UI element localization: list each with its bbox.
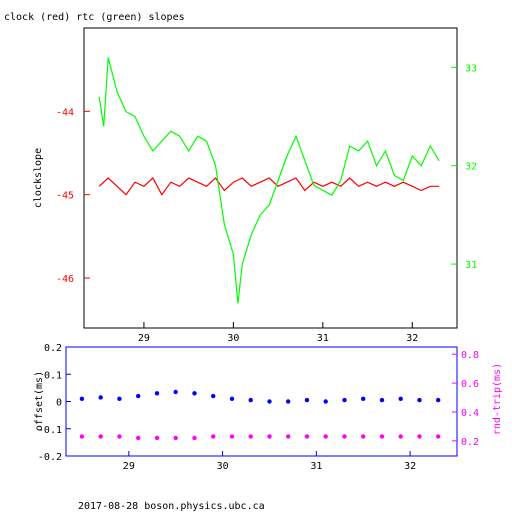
roundtrip-point xyxy=(192,435,197,441)
slope-plot-frame xyxy=(83,27,458,329)
offset-point xyxy=(211,393,216,399)
offset-point xyxy=(229,396,235,401)
roundtrip-point xyxy=(154,435,160,441)
offset-chart: 29 30 31 32 0.2 0.1 0 -0.1 -0.2 0.8 0.6 0.4 0.2 offs… xyxy=(34,343,503,472)
slope-x-tick-label: 31 xyxy=(317,333,329,344)
slope-right-tick-label: 31 xyxy=(465,260,477,271)
roundtrip-point xyxy=(286,434,291,439)
slope-left-tick-label: -44 xyxy=(56,107,74,118)
offset-point xyxy=(304,397,310,403)
roundtrip-point xyxy=(136,435,141,441)
offset-axis-ticks: 29 30 31 32 0.2 0.1 0 -0.1 -0.2 0.8 0.6 0.4 0.2 xyxy=(38,343,479,472)
offset-series-group xyxy=(79,389,441,441)
slope-axis-ticks: 29 30 31 32 -44 -45 -46 33 32 31 xyxy=(56,63,477,344)
offset-point xyxy=(154,391,160,396)
offset-left-tick-label: 0 xyxy=(56,398,62,409)
slope-left-tick-label: -45 xyxy=(56,191,74,202)
slope-right-tick-label: 32 xyxy=(465,162,477,173)
roundtrip-point xyxy=(342,434,347,439)
roundtrip-right-tick-label: 0.4 xyxy=(461,408,479,419)
offset-point xyxy=(79,396,85,401)
slope-left-tick-label: -46 xyxy=(56,274,74,285)
offset-point xyxy=(417,397,422,403)
offset-point xyxy=(323,399,328,404)
offset-point xyxy=(361,396,366,401)
slope-x-tick-label: 29 xyxy=(138,333,150,344)
slope-series-group xyxy=(98,57,440,304)
offset-point xyxy=(379,397,385,403)
roundtrip-point xyxy=(304,434,310,439)
roundtrip-right-tick-label: 0.2 xyxy=(461,437,479,448)
offset-point xyxy=(286,399,291,404)
roundtrip-point xyxy=(229,434,235,439)
offset-point xyxy=(192,391,197,396)
offset-left-tick-label: -0.2 xyxy=(38,452,62,463)
roundtrip-point xyxy=(436,434,441,439)
roundtrip-point xyxy=(323,434,328,439)
offset-x-tick-label: 29 xyxy=(123,461,135,472)
roundtrip-right-tick-label: 0.8 xyxy=(461,350,479,361)
offset-plot-frame xyxy=(65,346,458,457)
offset-y-axis-label: offset(ms) xyxy=(34,371,45,431)
roundtrip-point xyxy=(211,434,216,439)
offset-point xyxy=(436,397,441,403)
offset-point xyxy=(117,396,122,401)
slope-x-tick-label: 30 xyxy=(227,333,239,344)
clock-series-line xyxy=(98,177,440,196)
offset-point xyxy=(398,396,403,401)
roundtrip-point xyxy=(267,434,272,439)
offset-left-tick-label: -0.1 xyxy=(38,425,62,436)
rtc-series-line xyxy=(98,57,440,304)
slope-chart: 29 30 31 32 -44 -45 -46 33 32 31 clockslope xyxy=(33,27,477,344)
offset-left-tick-label: 0.2 xyxy=(44,343,62,354)
offset-point xyxy=(342,397,347,403)
offset-point xyxy=(248,397,253,403)
offset-x-tick-label: 30 xyxy=(217,461,229,472)
roundtrip-point xyxy=(417,434,422,439)
roundtrip-point xyxy=(173,435,178,441)
offset-point xyxy=(267,399,272,404)
footer-text: 2017-08-28 boson.physics.ubc.ca xyxy=(78,501,265,512)
chart-title: clock (red) rtc (green) slopes xyxy=(4,12,185,23)
slope-x-tick-label: 32 xyxy=(406,333,418,344)
roundtrip-point xyxy=(361,434,366,439)
roundtrip-point xyxy=(98,434,103,439)
offset-point xyxy=(136,393,141,399)
offset-x-tick-label: 31 xyxy=(310,461,322,472)
roundtrip-y-axis-label: rnd-trip(ms) xyxy=(492,363,503,435)
offset-x-tick-label: 32 xyxy=(404,461,416,472)
roundtrip-point xyxy=(117,434,122,439)
offset-point xyxy=(98,395,103,400)
slope-right-tick-label: 33 xyxy=(465,63,477,74)
roundtrip-point xyxy=(248,434,253,439)
slope-y-axis-label: clockslope xyxy=(33,148,44,208)
roundtrip-point xyxy=(398,434,403,439)
roundtrip-right-tick-label: 0.6 xyxy=(461,379,479,390)
offset-point xyxy=(173,389,178,395)
roundtrip-point xyxy=(79,434,85,439)
offset-left-tick-label: 0.1 xyxy=(44,370,62,381)
roundtrip-point xyxy=(379,434,385,439)
